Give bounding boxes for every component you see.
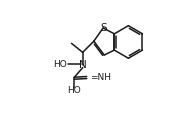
Text: S: S <box>100 23 107 33</box>
Text: HO: HO <box>67 86 81 95</box>
Text: N: N <box>79 60 86 70</box>
Text: =NH: =NH <box>90 73 111 82</box>
Text: HO: HO <box>53 60 66 69</box>
